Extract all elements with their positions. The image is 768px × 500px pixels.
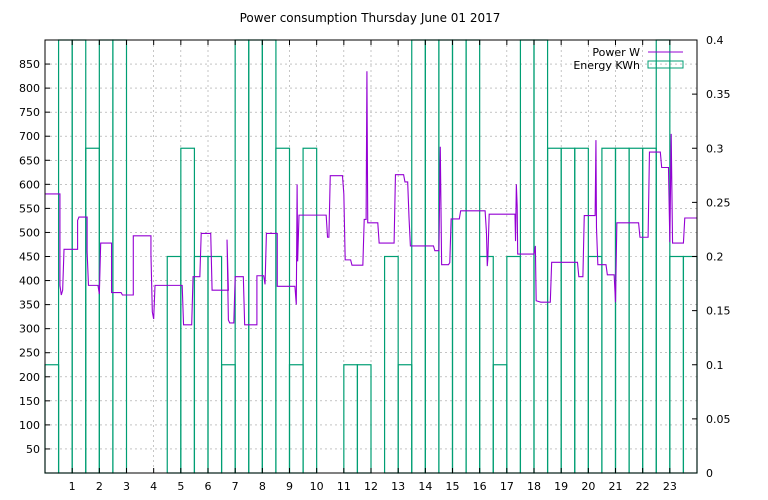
y-right-tick-label: 0	[706, 467, 713, 480]
x-tick-label: 8	[259, 480, 266, 493]
y-left-tick-label: 200	[19, 371, 40, 384]
x-tick-label: 15	[446, 480, 460, 493]
power-line	[45, 71, 697, 326]
y-left-tick-label: 550	[19, 202, 40, 215]
energy-bar	[642, 147, 657, 474]
y-right-tick-label: 0.3	[706, 142, 724, 155]
energy-bar	[275, 147, 291, 474]
energy-bar	[85, 147, 100, 474]
x-tick-label: 18	[527, 480, 541, 493]
y-right-tick-label: 0.2	[706, 251, 724, 264]
y-left-tick-label: 300	[19, 323, 40, 336]
energy-bar	[343, 364, 359, 474]
legend-swatch-energy	[647, 60, 684, 69]
y-left-tick-label: 800	[19, 82, 40, 95]
energy-bar	[220, 364, 236, 474]
chart-title: Power consumption Thursday June 01 2017	[240, 11, 501, 25]
y-right-tick-label: 0.4	[706, 34, 724, 47]
y-left-tick-label: 850	[19, 58, 40, 71]
x-tick-label: 20	[581, 480, 595, 493]
x-tick-label: 6	[205, 480, 212, 493]
y-right-tick-label: 0.1	[706, 359, 724, 372]
energy-bar	[411, 39, 426, 474]
x-tick-label: 21	[609, 480, 623, 493]
x-tick-label: 2	[96, 480, 103, 493]
y-left-tick-label: 600	[19, 178, 40, 191]
y-left-tick-label: 450	[19, 251, 40, 264]
y-left-tick-label: 500	[19, 226, 40, 239]
x-tick-label: 3	[123, 480, 130, 493]
energy-bar	[601, 147, 617, 474]
x-tick-label: 11	[337, 480, 351, 493]
energy-bar	[261, 39, 277, 474]
energy-bar	[112, 39, 128, 474]
y-left-tick-label: 700	[19, 130, 40, 143]
energy-bar	[207, 255, 223, 474]
energy-bar	[383, 255, 399, 474]
y-left-axis-ticks: 50 100 150 200 250 300 350 400 450 500 550 600 650 70…	[19, 58, 50, 456]
energy-bar	[479, 255, 494, 474]
energy-bar	[669, 255, 685, 474]
x-tick-label: 12	[364, 480, 378, 493]
energy-bar	[655, 39, 671, 474]
x-tick-label: 4	[150, 480, 157, 493]
energy-bar	[574, 147, 589, 474]
legend-label-power: Power W	[592, 46, 640, 59]
x-tick-label: 14	[418, 480, 432, 493]
y-left-tick-label: 250	[19, 347, 40, 360]
y-right-tick-label: 0.35	[706, 88, 731, 101]
x-tick-label: 1	[69, 480, 76, 493]
y-right-tick-label: 0.15	[706, 305, 731, 318]
legend: Power W Energy KWh	[573, 46, 684, 72]
energy-bar	[587, 255, 603, 474]
x-tick-label: 16	[473, 480, 487, 493]
energy-bar	[288, 364, 304, 474]
energy-bar	[560, 147, 576, 474]
energy-bar	[492, 364, 508, 474]
y-left-tick-label: 50	[26, 443, 40, 456]
x-tick-label: 9	[286, 480, 293, 493]
y-left-tick-label: 750	[19, 106, 40, 119]
x-tick-label: 23	[663, 480, 677, 493]
energy-bar	[614, 147, 630, 474]
x-tick-label: 17	[500, 480, 514, 493]
energy-bar	[166, 255, 182, 474]
y-left-tick-label: 400	[19, 275, 40, 288]
x-tick-label: 13	[391, 480, 405, 493]
y-right-tick-label: 0.25	[706, 196, 731, 209]
y-left-tick-label: 650	[19, 154, 40, 167]
x-tick-label: 22	[636, 480, 650, 493]
y-right-tick-label: 0.05	[706, 413, 731, 426]
y-left-tick-label: 350	[19, 299, 40, 312]
legend-label-energy: Energy KWh	[573, 59, 640, 72]
x-tick-label: 5	[177, 480, 184, 493]
x-tick-label: 19	[554, 480, 568, 493]
energy-bar	[356, 364, 372, 474]
energy-bar	[465, 39, 481, 474]
power-series-path	[45, 71, 697, 326]
energy-bar	[193, 255, 209, 474]
energy-bar	[397, 364, 413, 474]
energy-bar	[628, 147, 644, 474]
y-left-tick-label: 100	[19, 419, 40, 432]
energy-bar	[546, 147, 562, 474]
y-right-axis-ticks: 0 0.05 0.1 0.15 0.2 0.25 0.3 0.35 0.4	[692, 34, 731, 480]
x-tick-label: 7	[232, 480, 239, 493]
energy-bar	[451, 39, 467, 474]
energy-bar	[302, 147, 318, 474]
y-left-tick-label: 150	[19, 395, 40, 408]
x-axis-ticks: 1 2 3 4 5 6 7 8 9 10 11 12 13 14 15 16 17 18 19 20 21 22 23	[69, 40, 677, 493]
energy-bar	[71, 39, 87, 474]
energy-bar	[44, 364, 60, 474]
energy-bar	[506, 255, 522, 474]
x-tick-label: 10	[310, 480, 324, 493]
